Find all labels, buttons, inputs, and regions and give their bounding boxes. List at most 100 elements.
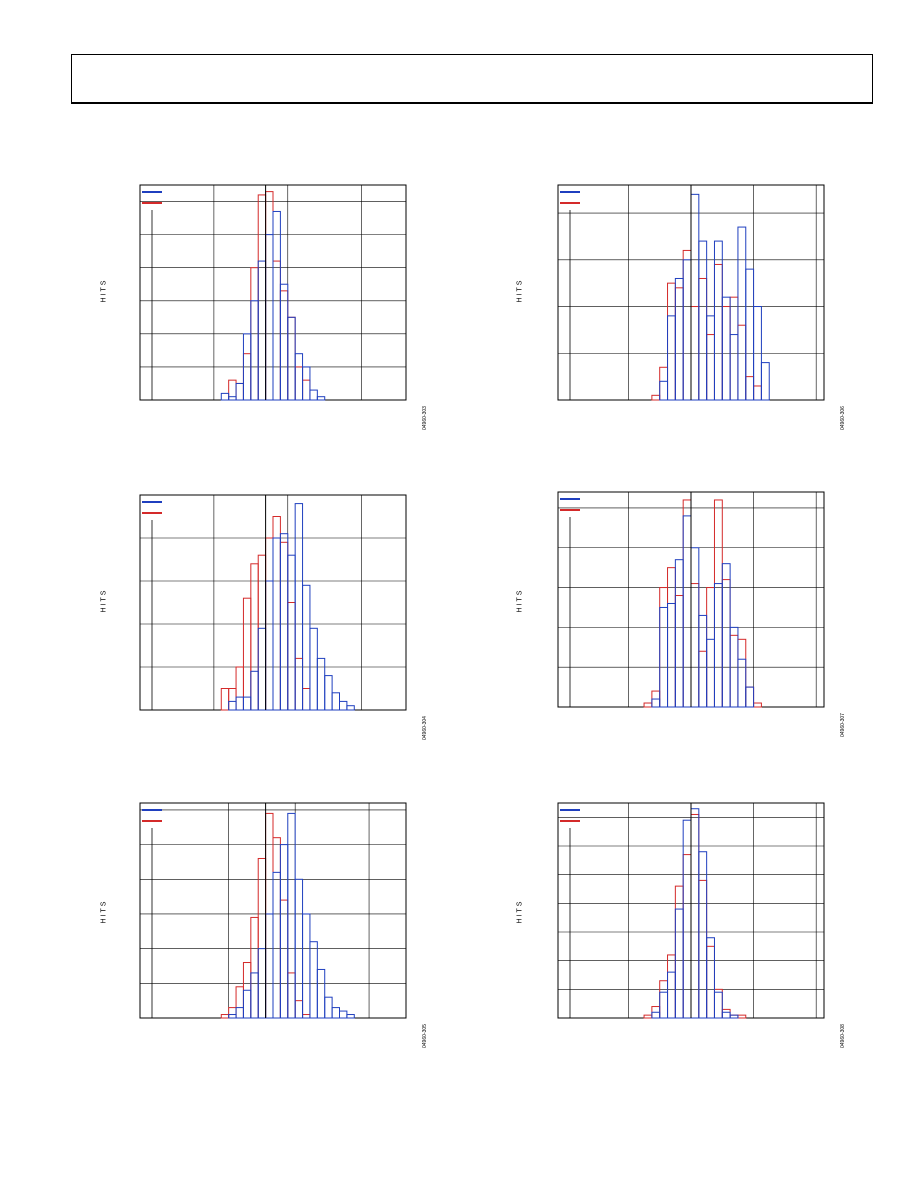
- histogram-bar: [287, 316, 296, 401]
- histogram-bar: [729, 296, 739, 401]
- histogram-bar: [643, 1014, 653, 1019]
- page-header-box: [71, 54, 873, 104]
- histogram-bar: [745, 376, 755, 401]
- histogram-bar: [721, 1011, 731, 1019]
- histogram-bar: [698, 240, 708, 401]
- histogram-bar: [250, 972, 259, 1019]
- histogram-bar: [729, 634, 739, 708]
- histogram-bar: [235, 382, 244, 401]
- histogram-bar: [745, 268, 755, 401]
- histogram-bar: [682, 249, 692, 401]
- histogram-bar: [674, 885, 684, 1019]
- histogram-bar: [698, 851, 708, 1019]
- histogram-bar: [324, 996, 333, 1019]
- histogram-bar: [659, 980, 669, 1019]
- histogram-bar: [265, 913, 274, 1019]
- histogram-bar: [713, 991, 723, 1019]
- histogram-bar: [220, 392, 230, 401]
- histogram-bar: [235, 696, 244, 711]
- histogram-bar: [690, 808, 700, 1019]
- histogram-bar: [228, 688, 237, 711]
- histogram-bar: [302, 366, 311, 401]
- histogram-bar: [753, 385, 762, 401]
- figure-id: 04960-308: [840, 1024, 846, 1048]
- histogram-bar: [753, 702, 762, 708]
- histogram-bar: [265, 580, 274, 711]
- histogram-bar: [729, 1014, 739, 1019]
- histogram-bar: [737, 324, 747, 401]
- histogram-bar: [713, 583, 723, 708]
- histogram-bar: [294, 353, 304, 401]
- histogram-bar: [674, 559, 684, 708]
- histogram-bar: [331, 1007, 341, 1019]
- histogram-bar: [265, 234, 274, 401]
- histogram-bar: [659, 991, 669, 1019]
- histogram-bar: [287, 554, 296, 711]
- histogram-bar: [721, 296, 731, 401]
- histogram-bar: [257, 194, 267, 401]
- histogram-plot: [139, 802, 407, 1019]
- histogram-bar: [713, 499, 723, 708]
- histogram-bar: [721, 579, 731, 708]
- figure-id: 04960-306: [840, 406, 846, 430]
- figure-id: 04960-305: [422, 1024, 428, 1048]
- histogram-bar: [674, 287, 684, 401]
- histogram-bar: [698, 277, 708, 401]
- histogram-bar: [257, 627, 267, 711]
- histogram-plot: [139, 184, 407, 401]
- histogram-bar: [272, 871, 281, 1019]
- histogram-bar: [302, 913, 311, 1019]
- histogram-bar: [242, 989, 252, 1019]
- histogram-bar: [287, 812, 296, 1019]
- histogram-bar: [682, 499, 692, 708]
- histogram-bar: [242, 597, 252, 711]
- figure-id: 04960-307: [840, 713, 846, 737]
- histogram-bar: [272, 516, 281, 711]
- histogram-bar: [698, 650, 708, 708]
- histogram-bar: [659, 380, 669, 401]
- histogram-bar: [294, 1000, 304, 1019]
- histogram-bar: [279, 541, 289, 711]
- histogram-bar: [265, 812, 274, 1019]
- histogram-bar: [242, 696, 252, 711]
- histogram-bar: [287, 972, 296, 1019]
- histogram-bar: [235, 382, 244, 401]
- histogram-bar: [706, 587, 715, 708]
- histogram-bar: [250, 916, 259, 1019]
- histogram-bar: [698, 879, 708, 1019]
- histogram-bar: [745, 686, 755, 708]
- histogram-bar: [324, 675, 333, 711]
- histogram-bar: [659, 366, 669, 401]
- histogram-bar: [713, 988, 723, 1019]
- histogram-bar: [272, 260, 281, 401]
- histogram-bar: [667, 315, 676, 401]
- figure-id: 04960-304: [422, 716, 428, 740]
- histogram-bar: [667, 954, 676, 1019]
- histogram-bar: [346, 705, 355, 711]
- histogram-bar: [690, 583, 700, 708]
- chart-mid-right: HITS 04960-307: [508, 487, 853, 767]
- histogram-bar: [737, 226, 747, 401]
- histogram-bar: [272, 837, 281, 1019]
- histogram-bar: [309, 941, 318, 1019]
- histogram-plot: [557, 802, 825, 1019]
- chart-mid-left: HITS 04960-304: [90, 490, 435, 770]
- histogram-bar: [339, 1010, 348, 1019]
- histogram-bar: [745, 686, 755, 708]
- histogram-bar: [667, 602, 676, 708]
- histogram-bar: [272, 210, 281, 401]
- histogram-bar: [220, 1014, 230, 1019]
- histogram-bar: [294, 503, 304, 711]
- histogram-bar: [279, 533, 289, 711]
- histogram-bar: [257, 857, 267, 1019]
- histogram-bar: [659, 587, 669, 708]
- histogram-bar: [706, 315, 715, 401]
- histogram-bar: [250, 300, 259, 401]
- histogram-bar: [682, 854, 692, 1019]
- histogram-bar: [667, 282, 676, 401]
- chart-top-right: HITS 04960-306: [508, 180, 853, 460]
- histogram-bar: [721, 563, 731, 708]
- histogram-bar: [667, 971, 676, 1019]
- histogram-plot: [557, 491, 825, 708]
- histogram-bar: [737, 638, 747, 708]
